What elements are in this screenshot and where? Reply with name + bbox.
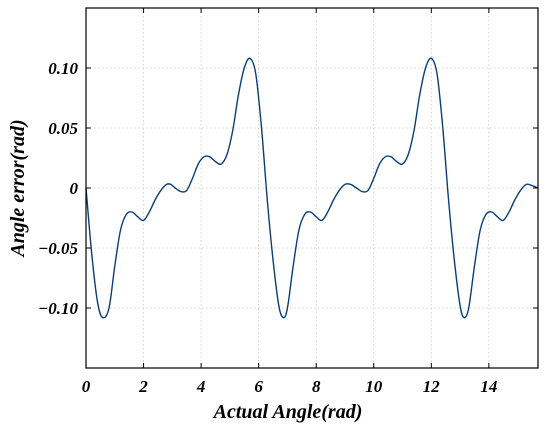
y-tick-label: 0.05 [48, 119, 78, 138]
x-axis-ticks: 0 2 4 6 8 10 12 14 [82, 8, 497, 396]
x-tick-label: 14 [480, 377, 497, 396]
plot-area [85, 57, 539, 319]
y-axis-ticks: −0.10 −0.05 0 0.05 0.10 [38, 59, 538, 318]
x-tick-label: 10 [365, 377, 383, 396]
x-tick-label: 6 [254, 377, 263, 396]
x-tick-label: 2 [138, 377, 148, 396]
x-tick-label: 0 [82, 377, 91, 396]
y-tick-label: 0 [70, 179, 79, 198]
series-line [85, 57, 539, 319]
y-tick-label: −0.10 [38, 299, 79, 318]
x-axis-title: Actual Angle(rad) [212, 401, 363, 423]
x-tick-label: 8 [312, 377, 321, 396]
y-axis-title: Angle error(rad) [7, 119, 29, 258]
x-tick-label: 4 [196, 377, 206, 396]
y-tick-label: 0.10 [48, 59, 78, 78]
y-tick-label: −0.05 [38, 239, 79, 258]
grid [85, 8, 538, 368]
x-tick-label: 12 [423, 377, 441, 396]
